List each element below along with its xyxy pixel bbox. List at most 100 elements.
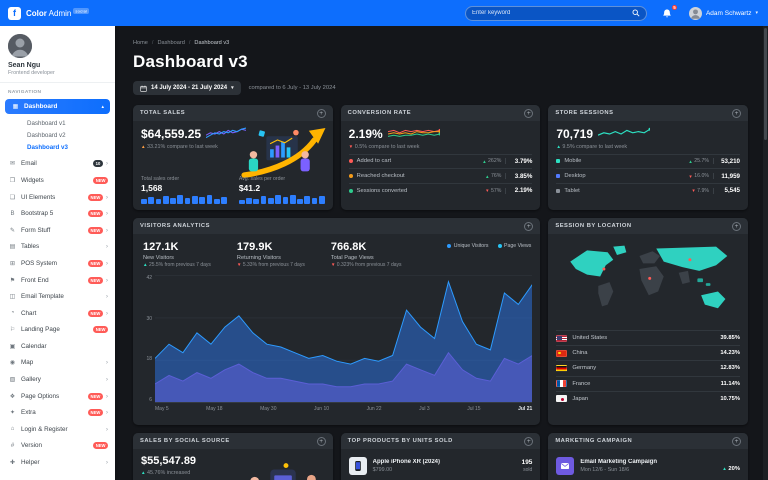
sidebar-item[interactable]: ✉ Email 10 › [0, 156, 115, 173]
sidebar-item[interactable]: ▣ Calendar [0, 338, 115, 355]
metric-label: Added to cart [356, 158, 392, 165]
chevron-right-icon: › [105, 293, 108, 301]
card-expand-icon[interactable]: + [524, 436, 534, 446]
country-row: China 14.23% [556, 345, 740, 360]
sidebar-item[interactable]: ❐ Widgets NEW [0, 172, 115, 189]
card-expand-icon[interactable]: + [524, 221, 534, 231]
legend-dot [497, 244, 502, 248]
search-icon[interactable] [632, 9, 640, 17]
notifications-button[interactable]: 5 [661, 4, 678, 19]
metric-label: Mobile [564, 158, 582, 165]
units-value: 195 [521, 459, 533, 466]
social-sales-value: $55,547.89 [141, 455, 197, 467]
card-title: CONVERSION RATE [347, 110, 412, 116]
sidebar-item[interactable]: ◫ Email Template › [0, 288, 115, 305]
sidebar-item[interactable]: ✎ Form Stuff NEW › [0, 222, 115, 239]
sidebar-subitem[interactable]: Dashboard v1 [0, 117, 115, 129]
change-text: 25.5% from previous 7 days [148, 262, 211, 268]
card-expand-icon[interactable]: + [316, 108, 326, 118]
substat-value: $41.2 [238, 183, 261, 193]
sidebar-item-badge: NEW [93, 442, 108, 450]
country-row: Germany 12.83% [556, 360, 740, 375]
conversion-value-row: 2.19% [349, 127, 533, 141]
visitor-stat-block: 127.1K New Visitors ▲ 25.5% from previou… [143, 241, 211, 268]
sidebar-item[interactable]: ⌂ Login & Register › [0, 421, 115, 438]
sidebar-item[interactable]: ▤ Tables › [0, 239, 115, 256]
page-scrollbar[interactable] [763, 26, 768, 480]
sidebar-subitem[interactable]: Dashboard v2 [0, 129, 115, 141]
country-row: France 11.14% [556, 375, 740, 391]
campaign-row: Email Marketing Campaign Mon 12/6 - Sun … [556, 457, 740, 475]
sidebar-item[interactable]: ❖ Page Options NEW › [0, 388, 115, 405]
stat-change: ▼ 0.323% from previous 7 days [331, 262, 402, 268]
sidebar-item[interactable]: ❏ UI Elements NEW › [0, 189, 115, 206]
breadcrumb-item[interactable]: Home [133, 40, 148, 46]
card-expand-icon[interactable]: + [732, 221, 741, 231]
card-expand-icon[interactable]: + [732, 436, 741, 446]
sidebar-profile[interactable]: Sean Ngu Frontend developer [0, 26, 115, 83]
sidebar-subitem[interactable]: Dashboard v3 [0, 141, 115, 153]
metric-row: Sessions converted ▼ 57% 2.19% [348, 183, 533, 198]
sidebar-item[interactable]: # Version NEW [0, 438, 115, 455]
breadcrumb-item[interactable]: Dashboard [148, 40, 184, 46]
brand-logo-icon[interactable]: f [8, 6, 21, 20]
legend-item[interactable]: Page Views [497, 243, 531, 249]
product-name: Apple iPhone XR (2024) [372, 459, 441, 466]
sidebar-item[interactable]: ▧ Gallery › [0, 371, 115, 388]
sidebar-item-icon: ▣ [9, 343, 16, 350]
card-expand-icon[interactable]: + [524, 108, 534, 118]
sidebar-item-badge: NEW [93, 176, 108, 184]
sidebar-item[interactable]: B Bootstrap 5 NEW › [0, 205, 115, 222]
metric-label: Desktop [564, 173, 586, 180]
card-expand-icon[interactable]: + [316, 436, 326, 446]
sidebar-item-icon: ✦ [9, 410, 16, 417]
legend-item[interactable]: Unique Visitors [447, 243, 489, 249]
series-dot [348, 159, 353, 164]
chevron-right-icon: › [105, 193, 108, 201]
card-header: STORE SESSIONS + [548, 105, 748, 121]
sidebar-item[interactable]: ✦ Extra NEW › [0, 404, 115, 421]
sidebar-item-icon: ◔ [10, 310, 15, 317]
date-range-picker[interactable]: 14 July 2024 - 21 July 2024 ▾ [133, 81, 241, 95]
sidebar-item-dashboard[interactable]: ▦ Dashboard ▴ [5, 99, 110, 114]
visitor-stat-block: 766.8K Total Page Views ▼ 0.323% from pr… [331, 241, 402, 268]
scrollbar-thumb[interactable] [764, 28, 767, 140]
top-products-card: TOP PRODUCTS BY UNITS SOLD + Apple iPhon… [340, 433, 541, 480]
chevron-right-icon: › [105, 243, 108, 251]
sidebar-item[interactable]: ⚐ Landing Page NEW [0, 322, 115, 339]
sidebar-item[interactable]: ⚑ Front End NEW › [0, 272, 115, 289]
brand-title[interactable]: Color Admin social [26, 8, 90, 18]
sidebar-item-icon: ⌂ [10, 426, 15, 433]
social-sales-value-row: $55,547.89 [141, 455, 325, 467]
metric-change: 7.9% [697, 187, 714, 194]
country-row: Japan 10.75% [556, 390, 740, 406]
user-menu[interactable]: Adam Schwartz ▾ [688, 6, 758, 20]
trend-arrow-icon: ▲ [482, 158, 487, 164]
search-input[interactable] [471, 10, 632, 16]
sidebar-item[interactable]: ◔ Chart NEW › [0, 305, 115, 322]
sidebar-item[interactable]: ⊞ POS System NEW › [0, 255, 115, 272]
sidebar-item[interactable]: ◉ Map › [0, 355, 115, 372]
sessions-value: 70,719 [556, 127, 594, 141]
metric-value: 11,959 [721, 172, 740, 180]
chevron-up-icon: ▴ [101, 103, 104, 110]
trend-arrow-icon: ▼ [691, 188, 696, 194]
card-body: Apple iPhone XR (2024) $799.00 195 sold [341, 449, 541, 480]
page-title: Dashboard v3 [133, 52, 248, 71]
session-by-location-card: SESSION BY LOCATION + [548, 218, 748, 425]
breadcrumb-item[interactable]: Dashboard v3 [185, 40, 229, 46]
card-title: VISITORS ANALYTICS [140, 223, 210, 229]
sidebar-item-label: Tables [21, 243, 40, 251]
country-share: 14.23% [720, 350, 740, 357]
card-header: CONVERSION RATE + [340, 105, 541, 121]
trend-arrow-icon: ▼ [330, 262, 336, 267]
sessions-breakdown: Mobile ▲ 25.7% 53,210 Desktop ▼ 16.0% [556, 153, 740, 198]
visitors-chart: 42 30 18 6 [141, 275, 533, 403]
chevron-down-icon: ▾ [231, 85, 234, 91]
card-expand-icon[interactable]: + [732, 108, 741, 118]
profile-avatar [8, 34, 32, 58]
sidebar-item[interactable]: ✚ Helper › [0, 454, 115, 471]
total-sales-value-row: $64,559.25 [141, 127, 325, 141]
sidebar-item-icon: ✚ [9, 460, 16, 467]
chevron-right-icon: › [105, 210, 108, 218]
